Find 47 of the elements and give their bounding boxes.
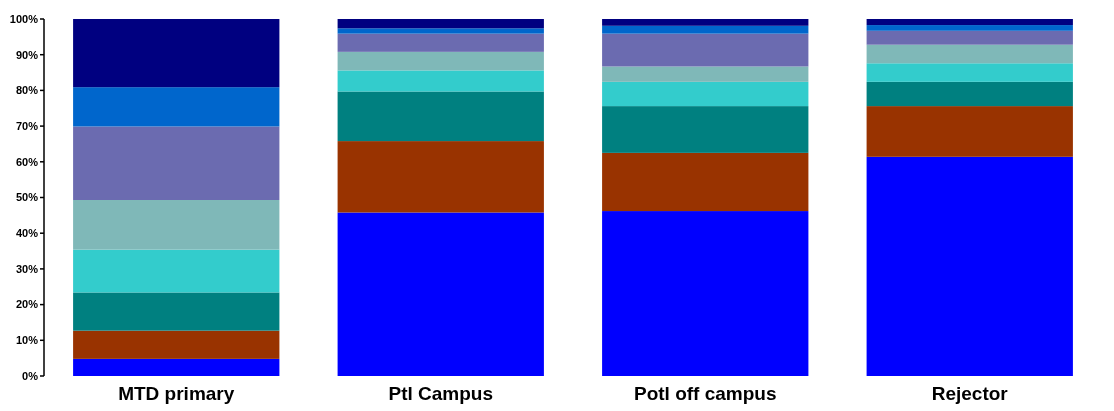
bar	[602, 152, 809, 212]
bar	[866, 19, 1073, 26]
bar	[73, 200, 280, 250]
y-tick-label: 40%	[15, 227, 39, 240]
bar	[337, 70, 544, 92]
bar	[866, 81, 1073, 107]
y-tick-label: 100%	[9, 12, 39, 25]
bar	[337, 141, 544, 213]
y-tick-label: 10%	[15, 334, 39, 347]
bar	[602, 106, 809, 153]
bar	[602, 66, 809, 82]
y-tick-label: 80%	[15, 84, 39, 97]
x-tick-label: Ptl Campus	[388, 383, 494, 404]
bar	[602, 25, 809, 34]
y-tick-label: 0%	[22, 369, 39, 382]
bar	[602, 211, 809, 376]
bar	[73, 126, 280, 200]
bar	[73, 87, 280, 127]
y-tick-label: 20%	[15, 298, 39, 311]
bar	[337, 91, 544, 142]
x-tick-label: Potl off campus	[633, 383, 777, 404]
y-tick-label: 30%	[15, 262, 39, 275]
bar	[602, 19, 809, 26]
bar	[337, 212, 544, 376]
bar	[866, 156, 1073, 376]
bar	[337, 51, 544, 71]
y-tick-label: 50%	[15, 191, 39, 204]
y-tick-label: 90%	[15, 48, 39, 61]
bar	[73, 358, 280, 376]
bar	[866, 25, 1073, 31]
bar	[866, 30, 1073, 45]
bar	[337, 33, 544, 52]
bar	[866, 44, 1073, 64]
bar	[73, 249, 280, 293]
x-tick-label: Rejector	[931, 383, 1009, 404]
bar	[73, 19, 280, 88]
y-tick-label: 70%	[15, 119, 39, 132]
bar	[337, 28, 544, 34]
bar	[73, 330, 280, 359]
bar	[73, 292, 280, 331]
x-tick-label: MTD primary	[118, 383, 235, 404]
bar	[337, 19, 544, 29]
bar	[866, 63, 1073, 82]
bar	[602, 81, 809, 107]
bar	[866, 106, 1073, 157]
y-tick-label: 60%	[15, 155, 39, 168]
bar	[602, 33, 809, 67]
